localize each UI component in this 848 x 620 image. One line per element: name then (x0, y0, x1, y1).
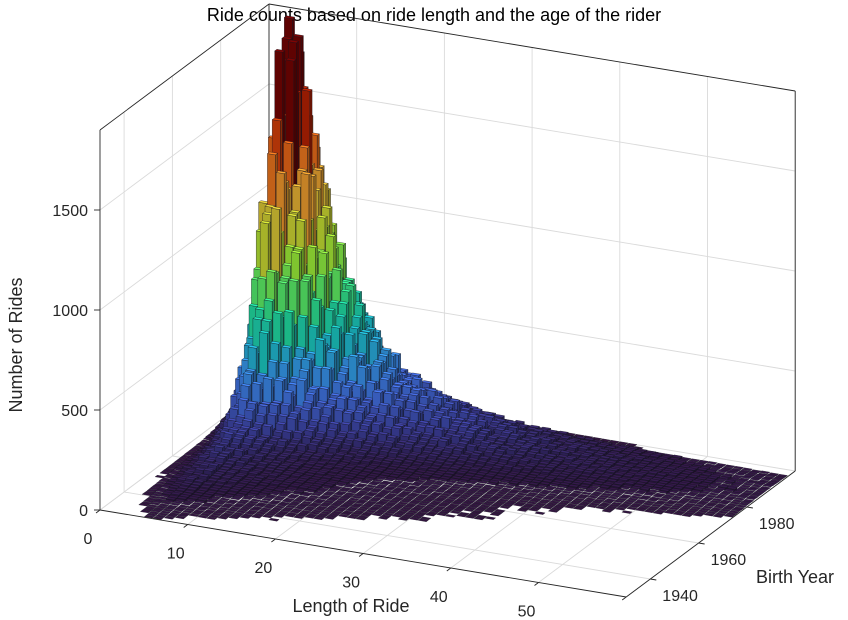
bar-top (620, 450, 632, 455)
bar-top (532, 428, 544, 432)
bar-top (580, 444, 592, 448)
bar-top (546, 429, 558, 433)
bar-top (587, 440, 599, 445)
bar-top (611, 448, 623, 452)
bar-top (633, 456, 645, 461)
bar-top (575, 435, 587, 439)
bar-top (527, 430, 540, 435)
bar-top (501, 422, 513, 426)
bar-top (740, 475, 752, 479)
bar-top (631, 450, 643, 454)
bar-top (692, 462, 705, 467)
bar-top (541, 431, 553, 435)
gridline-z-left (99, 283, 270, 411)
bar-top (506, 420, 518, 424)
bar-top (621, 510, 633, 514)
bar-top (617, 441, 629, 445)
bar-top (557, 430, 569, 435)
bar-top (650, 460, 662, 464)
bar-top (493, 414, 505, 418)
bar-top (583, 437, 596, 441)
bar-top (671, 454, 683, 459)
bar-top (694, 469, 706, 474)
bar-top (673, 460, 685, 465)
bar-top (334, 241, 347, 246)
bar-top (460, 407, 472, 411)
bar-top (552, 433, 564, 437)
chart-title: Ride counts based on ride length and the… (207, 5, 661, 25)
bar-top (640, 453, 652, 457)
bar-top (598, 448, 610, 452)
bar-top (765, 473, 777, 478)
bar-top (596, 443, 608, 448)
bar-top (409, 372, 422, 377)
bar-top (706, 461, 718, 465)
bar-top (705, 469, 717, 473)
bars-layer (138, 15, 788, 522)
bar-top (363, 315, 375, 319)
bar-top (484, 414, 496, 419)
gridline-z-left (99, 83, 270, 211)
bar-top (759, 470, 771, 474)
bar-top (649, 454, 661, 458)
bar-top (448, 398, 461, 402)
bar-top (605, 445, 617, 449)
bar-top (622, 448, 635, 453)
bar-top (559, 435, 571, 440)
bar-top (641, 458, 654, 462)
bar-top (664, 458, 676, 463)
bar-top (471, 407, 483, 412)
bar-top (771, 477, 784, 481)
bar-top (679, 464, 691, 468)
bar-top (606, 451, 619, 456)
bar-top (528, 424, 540, 429)
bar-top (741, 467, 753, 471)
box-edge (99, 3, 270, 131)
gridline-z-left (99, 183, 270, 311)
bar-top (513, 420, 525, 424)
bar-top (734, 472, 746, 476)
box-edge (268, 3, 796, 92)
bar-top (749, 477, 761, 481)
bar-top (589, 447, 601, 451)
bar-top (482, 411, 494, 415)
bar-top (578, 439, 591, 443)
bar-top (732, 466, 745, 470)
bar-top (725, 470, 737, 475)
bar-top (685, 467, 697, 471)
bar-top (696, 467, 709, 471)
bar-top (565, 439, 577, 443)
bar-top (724, 464, 736, 468)
bar-top (343, 277, 355, 281)
bar-top (421, 380, 433, 384)
bar-top (760, 477, 772, 481)
bar-top (716, 469, 729, 473)
